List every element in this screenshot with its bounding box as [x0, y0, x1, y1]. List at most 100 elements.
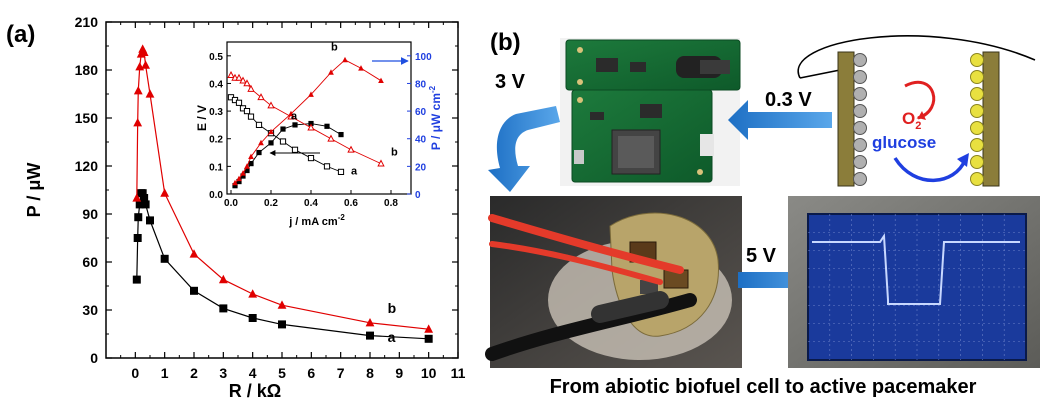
inset-point-b: [227, 70, 235, 79]
inset-x-axis-label: j / mA cm-2: [288, 213, 345, 228]
main-point-a: [146, 216, 154, 225]
inset-y-tick-label: 0.5: [209, 52, 223, 63]
panel-b: (b): [485, 29, 1040, 398]
inset-point-a: [338, 131, 344, 138]
inset-point-b: [328, 69, 334, 75]
cathode-bead: [970, 53, 984, 67]
anode-bead: [853, 53, 867, 67]
cathode-bead: [970, 138, 984, 152]
inset-point-b: [243, 79, 251, 87]
inset-point-a: [255, 121, 263, 129]
inset-point-b: [268, 128, 274, 135]
main-series-line-a: [136, 192, 429, 340]
main-y-tick-label: 0: [90, 350, 98, 366]
main-point-b: [132, 193, 142, 202]
inset-point-a: [247, 113, 255, 120]
inset-point-b: [235, 73, 243, 81]
anode-bead: [853, 104, 867, 118]
inset-point-b: [378, 77, 384, 84]
inset-point-b: [308, 91, 314, 97]
main-x-tick-label: 9: [395, 365, 403, 381]
inset-point-b: [239, 76, 247, 84]
main-axes: 0 1 2 3 4 5 6 7 8 9 10 11 0 30 60 90 120 150 180 210: [75, 14, 466, 381]
main-point-a: [190, 286, 198, 295]
inset-point-a: [279, 138, 287, 145]
inset-point-b: [327, 134, 335, 142]
main-point-a: [133, 234, 142, 242]
inset-point-a: [256, 149, 262, 156]
biofuel-cell-diagram: O2 glucose: [797, 35, 1036, 187]
inset-y2-tick-label: 60: [415, 107, 427, 118]
anode-bead: [853, 121, 867, 135]
main-point-b: [160, 188, 170, 197]
main-series-line-b: [136, 47, 429, 330]
main-y-tick-label: 150: [75, 110, 99, 126]
inset-point-a: [235, 99, 243, 106]
cell-voltage-label: 0.3 V: [765, 89, 812, 111]
inset-y2-tick-label: 100: [415, 52, 432, 63]
arrow-cell-to-board: 0.3 V: [728, 89, 832, 140]
inset-point-a: [323, 163, 331, 170]
inset-left-axis-label: E / V: [195, 105, 209, 131]
inset-point-b: [240, 170, 246, 176]
inset-point-b: [248, 153, 254, 160]
inset-point-a: [292, 122, 298, 128]
main-point-b: [248, 289, 258, 298]
main-y-tick-label: 90: [82, 206, 98, 222]
main-point-a: [134, 213, 143, 222]
oscilloscope-photo: [788, 196, 1040, 368]
inset-point-a: [307, 154, 315, 162]
inset-point-b: [232, 179, 238, 186]
oxygen-label: O2: [902, 109, 921, 132]
main-x-tick-label: 0: [131, 365, 139, 381]
panel-a-label: (a): [6, 21, 35, 48]
inset-series-annotation: b: [391, 146, 398, 158]
inset-y2-tick-label: 20: [415, 162, 427, 173]
main-marks: ab: [132, 44, 434, 345]
main-series-annotation: b: [388, 300, 397, 316]
main-y-tick-label: 30: [82, 302, 98, 318]
inset-point-b: [358, 65, 364, 71]
anode-bead: [853, 155, 867, 169]
inset-point-a: [337, 168, 345, 175]
main-point-a: [278, 320, 286, 329]
inset-point-a: [244, 167, 250, 174]
anode-bead: [853, 70, 867, 84]
cathode-bead: [970, 70, 984, 84]
main-y-tick-label: 210: [75, 14, 99, 30]
main-point-a: [140, 194, 149, 202]
inset-axes: 0.0 0.2 0.4 0.6 0.8 0.0 0.1 0.2 0.3 0.4 0.5 0 20 40 60…: [209, 52, 432, 209]
inset-point-a: [236, 178, 242, 185]
pacemaker-voltage-label: 5 V: [746, 245, 777, 267]
main-x-tick-label: 7: [337, 365, 345, 381]
main-point-a: [138, 189, 147, 198]
main-point-b: [141, 60, 150, 69]
electrode-right: [982, 51, 1000, 187]
inset-point-b: [247, 84, 255, 92]
inset-point-b: [257, 93, 265, 101]
main-y-axis-label: P / μW: [24, 163, 44, 218]
inset-series-annotation: a: [291, 110, 298, 122]
main-point-a: [160, 254, 169, 263]
main-point-a: [424, 334, 433, 343]
main-x-tick-label: 3: [219, 365, 227, 381]
inset-point-a: [324, 123, 330, 129]
inset-right-axis-label: P / μW cm-2: [428, 85, 443, 150]
inset-y-tick-label: 0.1: [209, 162, 223, 173]
inset-point-b: [377, 159, 385, 167]
main-y-tick-label: 60: [82, 254, 98, 270]
main-x-tick-label: 5: [278, 365, 286, 381]
electrode-left: [837, 51, 855, 187]
main-point-b: [277, 300, 287, 309]
inset-point-b: [236, 175, 242, 182]
inset-y-tick-label: 0.4: [209, 79, 223, 90]
main-point-b: [133, 86, 143, 95]
main-point-b: [133, 118, 143, 127]
cathode-bead: [970, 104, 984, 118]
main-x-tick-label: 4: [249, 365, 257, 381]
main-x-tick-label: 2: [190, 365, 198, 381]
main-x-tick-label: 10: [421, 365, 437, 381]
main-y-tick-label: 120: [75, 158, 99, 174]
inset-point-a: [243, 107, 251, 115]
